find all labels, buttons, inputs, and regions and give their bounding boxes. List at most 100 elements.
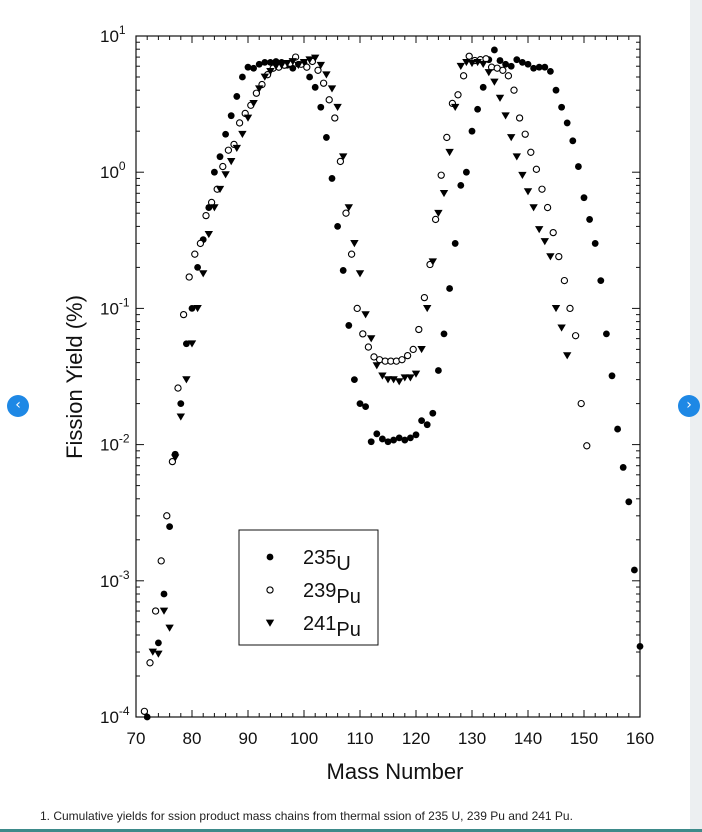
data-point [395, 434, 403, 442]
data-point [227, 158, 236, 166]
data-point [353, 304, 361, 313]
data-point [159, 607, 169, 615]
data-point [491, 46, 498, 54]
data-point [288, 58, 297, 66]
x-tick-label: 160 [626, 729, 654, 748]
data-point [513, 56, 521, 64]
data-point [603, 330, 610, 338]
data-point [546, 253, 555, 261]
data-point [521, 130, 529, 138]
data-point [157, 557, 165, 565]
x-tick-label: 120 [402, 729, 430, 748]
chevron-right-icon: › [686, 397, 692, 413]
data-point [379, 435, 386, 443]
data-point [569, 137, 577, 145]
legend-entries: 235U 239Pu 241Pu [265, 547, 361, 641]
y-tick-label: 101 [100, 23, 126, 46]
data-point [409, 345, 417, 354]
next-button[interactable]: › [678, 395, 700, 417]
data-point [495, 94, 505, 102]
data-point [306, 73, 313, 81]
data-point [323, 134, 330, 141]
data-point [418, 417, 425, 425]
data-point [166, 523, 174, 531]
data-point [551, 305, 561, 313]
data-point [479, 60, 488, 69]
data-point [261, 58, 269, 66]
data-point [541, 63, 549, 71]
data-point [331, 114, 339, 122]
data-point [515, 114, 524, 122]
data-point [435, 367, 442, 374]
data-point [428, 258, 437, 266]
data-point [443, 133, 451, 142]
data-point [597, 277, 605, 284]
data-point [543, 203, 552, 212]
data-point [171, 454, 180, 462]
data-point [417, 346, 426, 354]
data-point [474, 105, 481, 113]
data-point [347, 250, 356, 258]
data-point [216, 153, 224, 161]
data-point [507, 134, 516, 142]
data-point [389, 376, 398, 384]
data-point [165, 624, 174, 632]
data-point [143, 713, 151, 721]
data-point [467, 59, 477, 68]
x-axis-label: Mass Number [327, 759, 464, 784]
x-tick-label: 150 [570, 729, 598, 748]
data-point [233, 93, 241, 100]
data-point [255, 85, 264, 93]
data-point [547, 67, 554, 75]
data-point [232, 144, 241, 152]
data-point [325, 96, 333, 104]
data-point [235, 119, 244, 127]
data-point [252, 89, 261, 97]
data-point [451, 240, 459, 247]
data-point [636, 642, 644, 650]
data-point [243, 114, 253, 122]
data-point [367, 335, 376, 343]
data-point [490, 78, 499, 86]
data-point [356, 400, 364, 407]
data-point [187, 340, 197, 348]
legend-label: 239Pu [303, 580, 361, 608]
data-point [215, 185, 225, 193]
x-tick-label: 110 [346, 729, 373, 748]
legend-marker [266, 553, 274, 561]
previous-button[interactable]: ‹ [7, 395, 29, 417]
data-point [557, 324, 566, 332]
data-point [479, 83, 487, 91]
data-point [468, 127, 476, 135]
y-axis-label: Fission Yield (%) [62, 295, 87, 459]
data-point [549, 228, 557, 237]
data-point [204, 230, 213, 239]
data-point [445, 148, 454, 157]
data-point [563, 352, 572, 360]
data-point [473, 59, 482, 67]
data-point [370, 353, 378, 361]
data-point [222, 130, 230, 138]
data-point [351, 376, 358, 384]
data-point [552, 86, 560, 94]
data-point [202, 211, 210, 220]
data-point [260, 73, 269, 81]
data-point [614, 425, 621, 433]
y-tick-label: 10-1 [100, 295, 130, 318]
data-point [219, 162, 227, 171]
data-point [361, 311, 370, 319]
data-point [512, 153, 521, 161]
data-point [429, 409, 437, 417]
data-point [224, 146, 233, 154]
data-point [412, 431, 420, 439]
data-point [176, 413, 185, 421]
data-point [527, 148, 535, 156]
figure-caption: 1. Cumulative yields for ssion product m… [40, 809, 573, 823]
data-point [266, 68, 275, 76]
data-point [249, 100, 258, 108]
data-point [502, 60, 509, 68]
data-point [577, 399, 585, 408]
data-point [420, 293, 429, 302]
data-point [311, 83, 319, 91]
data-point [415, 325, 423, 334]
